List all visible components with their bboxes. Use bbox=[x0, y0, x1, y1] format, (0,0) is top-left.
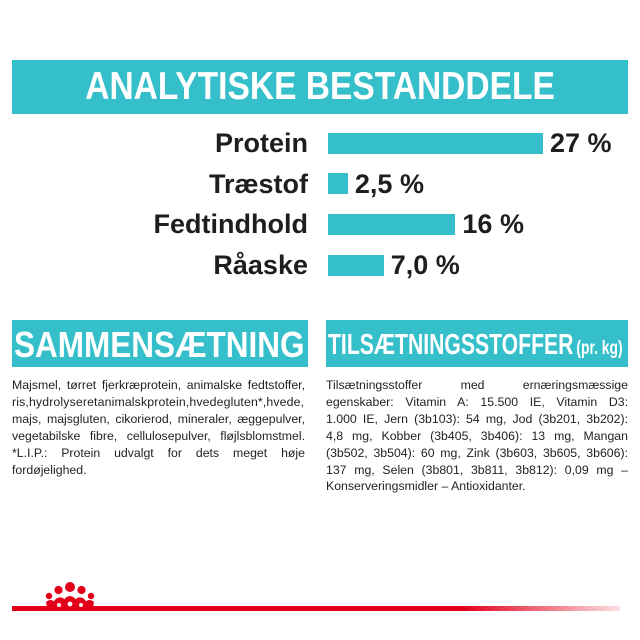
additives-line: Tilsætningsstoffer med ernæringsmæssige bbox=[326, 378, 628, 392]
composition-line: *L.I.P.: Protein udvalgt for dets meget … bbox=[12, 445, 305, 460]
additives-line: egenskaber: Vitamin A: 15.500 IE, Vitami… bbox=[326, 394, 628, 409]
bar bbox=[328, 254, 384, 276]
brand-logo bbox=[44, 580, 96, 612]
analysis-banner: ANALYTISKE BESTANDDELE bbox=[12, 60, 628, 114]
composition-line: Majsmel, tørret fjerkræprotein, animalsk… bbox=[12, 378, 305, 392]
additives-line: (3b502, 3b504): 60 mg, Zink (3b603, 3b60… bbox=[326, 445, 628, 460]
value-label: 7,0 % bbox=[390, 250, 460, 281]
additives-line: 4,8 mg, Kobber (3b405, 3b406): 13 mg, Ma… bbox=[326, 428, 628, 443]
additives-heading-wrap: TILSÆTNINGSSTOFFER (pr. kg) bbox=[328, 320, 623, 367]
category-label: Fedtindhold bbox=[153, 209, 308, 240]
additives-text: Tilsætningsstoffer med ernæringsmæssige … bbox=[326, 377, 628, 495]
category-label: Råaske bbox=[213, 250, 308, 281]
composition-text: Majsmel, tørret fjerkræprotein, animalsk… bbox=[12, 377, 305, 478]
brand-stripe bbox=[12, 606, 620, 611]
composition-line: majs, majsgluten, cikorierod, mineraler,… bbox=[12, 411, 305, 426]
bar bbox=[328, 173, 348, 195]
composition-header: SAMMENSÆTNING bbox=[12, 320, 308, 367]
crown-icon bbox=[45, 582, 95, 610]
additives-heading-unit: (pr. kg) bbox=[576, 338, 623, 359]
additives-line: Konserveringsmidler – Antioxidanter. bbox=[326, 479, 526, 494]
additives-header: TILSÆTNINGSSTOFFER (pr. kg) bbox=[326, 320, 628, 367]
composition-line: vegetabilske fibre, cellulosepulver, flø… bbox=[12, 428, 305, 443]
bar bbox=[328, 213, 456, 235]
category-label: Træstof bbox=[208, 168, 308, 199]
value-label: 16 % bbox=[462, 209, 524, 240]
composition-line: ris,hydrolyseretanimalskprotein,hvedeglu… bbox=[12, 394, 305, 409]
additives-heading: TILSÆTNINGSSTOFFER bbox=[328, 329, 574, 361]
composition-line: fordøjelighed. bbox=[12, 462, 87, 477]
value-label: 27 % bbox=[550, 128, 612, 158]
additives-line: 137 mg, Selen (3b801, 3b811, 3b812): 0,0… bbox=[326, 462, 628, 477]
value-label: 2,5 % bbox=[354, 168, 424, 199]
composition-heading: SAMMENSÆTNING bbox=[14, 324, 305, 365]
constituents-bar-chart: Protein 27 % Træstof 2,5 % Fedtindhold 16 % Rå… bbox=[12, 120, 628, 290]
analysis-title: ANALYTISKE BESTANDDELE bbox=[85, 65, 555, 108]
category-label: Protein bbox=[214, 128, 308, 158]
additives-line: 1.000 IE, Jern (3b103): 54 mg, Jod (3b20… bbox=[326, 411, 628, 426]
bar bbox=[328, 132, 543, 154]
